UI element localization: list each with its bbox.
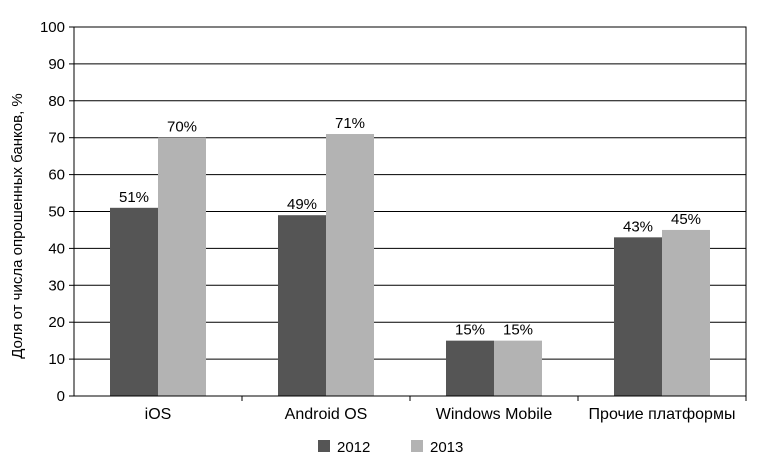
legend-item-2013: 2013 bbox=[411, 439, 463, 456]
category-label: Windows Mobile bbox=[436, 406, 553, 423]
legend-item-2012: 2012 bbox=[318, 439, 370, 456]
category-label: iOS bbox=[145, 406, 172, 423]
bar-2013-1 bbox=[326, 134, 374, 396]
y-tick-label: 0 bbox=[57, 388, 65, 405]
data-label: 15% bbox=[503, 322, 533, 339]
data-label: 15% bbox=[455, 322, 485, 339]
y-tick-label: 70 bbox=[48, 130, 65, 147]
y-tick-label: 60 bbox=[48, 167, 65, 184]
category-label: Android OS bbox=[285, 406, 368, 423]
bar-2012-1 bbox=[278, 215, 326, 396]
data-label: 71% bbox=[335, 115, 365, 132]
legend: 2012 2013 bbox=[318, 439, 463, 456]
legend-swatch bbox=[411, 440, 423, 452]
y-tick-label: 100 bbox=[40, 19, 65, 36]
bar-2013-0 bbox=[158, 137, 206, 396]
category-labels: iOS Android OS Windows Mobile Прочие платфо… bbox=[145, 406, 736, 423]
data-label: 70% bbox=[167, 119, 197, 136]
bar-2012-2 bbox=[446, 340, 494, 396]
category-label: Прочие платформы bbox=[589, 406, 736, 423]
data-label: 43% bbox=[623, 218, 653, 235]
y-tick-label: 30 bbox=[48, 277, 65, 294]
legend-label: 2012 bbox=[337, 439, 370, 456]
bar-2012-0 bbox=[110, 207, 158, 396]
data-label: 45% bbox=[671, 211, 701, 228]
axes bbox=[73, 26, 747, 401]
y-tick-label: 50 bbox=[48, 204, 65, 221]
data-label: 49% bbox=[287, 196, 317, 213]
y-tick-label: 10 bbox=[48, 351, 65, 368]
y-tick-label: 90 bbox=[48, 56, 65, 73]
legend-label: 2013 bbox=[430, 439, 463, 456]
y-axis-label: Доля от числа опрошенных банков, % bbox=[9, 93, 26, 359]
y-tick-label: 40 bbox=[48, 240, 65, 257]
bars bbox=[110, 134, 710, 396]
data-labels: 51% 70% 49% 71% 15% 15% 43% 45% bbox=[119, 115, 701, 339]
bar-2012-3 bbox=[614, 237, 662, 396]
y-tick-labels: 0 10 20 30 40 50 60 70 80 90 100 bbox=[40, 19, 65, 405]
legend-swatch bbox=[318, 440, 330, 452]
y-tick-label: 80 bbox=[48, 93, 65, 110]
bar-2013-3 bbox=[662, 229, 710, 396]
y-tick-label: 20 bbox=[48, 314, 65, 331]
data-label: 51% bbox=[119, 189, 149, 206]
bar-2013-2 bbox=[494, 340, 542, 396]
